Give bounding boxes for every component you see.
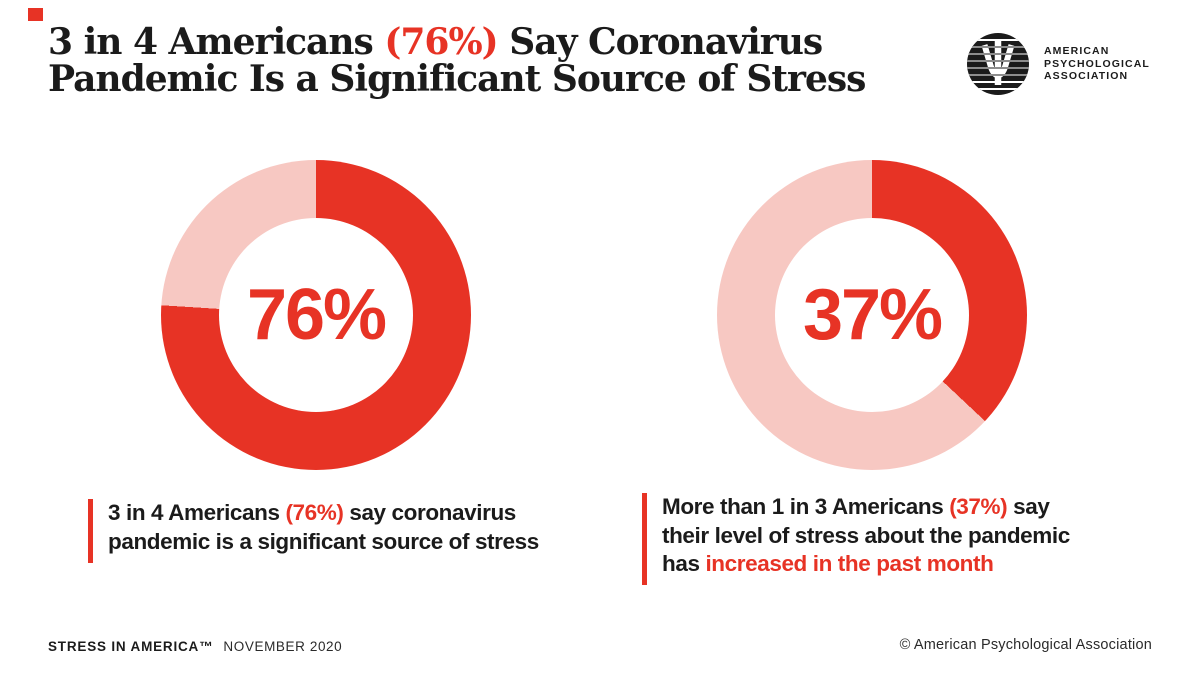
title-text: 3 in 4 Americans [48,21,385,63]
caption-text: say [1007,494,1050,519]
caption-left-line2: pandemic is a significant source of stre… [108,528,539,554]
caption-left-line1: 3 in 4 Americans (76%) say coronavirus [108,499,539,528]
donut-value-label-76: 76% [246,275,387,355]
caption-right-text: More than 1 in 3 Americans (37%) say the… [662,493,1070,585]
caption-text: has [662,551,706,576]
footer-left: STRESS IN AMERICA™ NOVEMBER 2020 [48,639,342,654]
page-title: 3 in 4 Americans (76%) Say Coronavirus P… [48,24,888,98]
caption-right-line2: their level of stress about the pandemic [662,522,1070,548]
title-text: Say Coronavirus [497,21,823,63]
apa-logo: AMERICAN PSYCHOLOGICAL ASSOCIATION [966,32,1150,96]
caption-left-text: 3 in 4 Americans (76%) say coronavirus p… [108,499,539,563]
caption-left: 3 in 4 Americans (76%) say coronavirus p… [88,499,539,563]
caption-text: say coronavirus [343,500,516,525]
caption-left-accent-bar [88,499,93,563]
apa-logo-text-line3: ASSOCIATION [1044,70,1129,83]
caption-highlight-increased: increased in the past month [705,551,994,576]
caption-right-line3: has increased in the past month [662,550,1070,579]
donut-hole-76: 76% [219,218,413,412]
caption-right: More than 1 in 3 Americans (37%) say the… [642,493,1070,585]
donut-chart-76: 76% [161,160,471,470]
footer-copyright: © American Psychological Association [899,637,1152,653]
title-line-1: 3 in 4 Americans (76%) Say Coronavirus [48,24,888,61]
caption-highlight-37: (37%) [949,494,1008,519]
caption-right-accent-bar [642,493,647,585]
donut-hole-37: 37% [775,218,969,412]
footer-brand: STRESS IN AMERICA™ [48,639,214,654]
caption-text: More than 1 in 3 Americans [662,494,950,519]
title-line-2: Pandemic Is a Significant Source of Stre… [48,58,866,100]
brand-red-square [28,8,43,21]
donut-value-label-37: 37% [802,275,943,355]
caption-text: 3 in 4 Americans [108,500,286,525]
footer-date: NOVEMBER 2020 [223,639,343,654]
apa-psi-icon [967,33,1029,95]
caption-right-line1: More than 1 in 3 Americans (37%) say [662,493,1070,522]
donut-chart-37: 37% [717,160,1027,470]
title-highlight-76: (76%) [384,21,498,63]
apa-logo-text-line1: AMERICAN [1044,45,1110,58]
apa-logo-text: AMERICAN PSYCHOLOGICAL ASSOCIATION [1044,45,1150,83]
apa-logo-text-line2: PSYCHOLOGICAL [1044,57,1150,70]
caption-highlight-76: (76%) [285,500,344,525]
